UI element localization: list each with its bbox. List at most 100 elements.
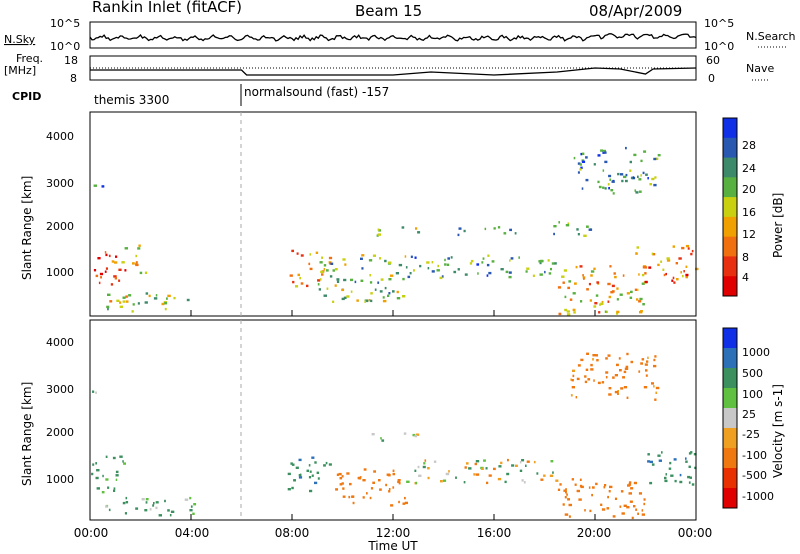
power-cell-4 [296,252,299,255]
power-ytick-2000: 2000 [46,220,74,233]
velocity-cell-7 [670,474,674,477]
velocity-cell-3 [362,496,365,499]
power-cell-9 [590,270,595,273]
velocity-cell-3 [369,496,372,500]
noise-left-tick-bottom: 10^0 [50,40,80,53]
power-cell-9 [642,266,646,269]
power-cell-10 [635,252,638,255]
velocity-cell-4 [415,481,418,485]
power-cell-4 [299,276,302,280]
power-cell-7 [415,227,418,230]
power-cell-11 [642,171,645,175]
power-cell-2 [132,262,135,265]
power-cell-6 [539,261,542,265]
power-cell-5 [334,284,337,287]
velocity-cell-4 [423,462,426,465]
power-cell-1 [131,310,134,313]
power-cell-1 [122,296,126,299]
velocity-cell-8 [644,363,648,366]
power-cell-4 [320,270,324,274]
power-cell-4 [325,269,329,272]
power-cell-9 [616,287,619,290]
power-cell-11 [620,173,624,176]
power-cell-11 [602,151,605,154]
velocity-cell-0 [115,478,118,481]
velocity-cell-8 [653,385,655,388]
power-cell-9 [606,310,608,314]
power-cell-11 [604,160,608,164]
velocity-colorbar-frame [722,327,738,509]
velocity-cell-7 [674,479,677,483]
power-cell-0 [104,251,107,254]
power-cell-11 [625,173,628,177]
power-cbar-tick-4: 4 [742,271,749,284]
velocity-cell-6 [608,490,611,493]
power-cell-5 [344,263,347,266]
vel-cbar-swatch-0 [723,328,737,349]
velocity-cell-8 [618,357,621,360]
power-cell-4 [289,274,293,277]
xtick-label-4: 16:00 [477,526,512,540]
power-cell-9 [590,274,593,277]
power-cell-9 [567,286,570,290]
noise-right-tick-top: 10^5 [704,17,734,30]
velocity-cell-3 [390,504,394,507]
velocity-cell-0 [105,455,108,458]
velocity-cell-8 [614,374,618,377]
velocity-cell-8 [641,358,645,361]
power-cell-6 [419,264,422,268]
power-cell-11 [629,160,632,164]
power-cell-6 [413,269,415,272]
power-cell-11 [577,162,581,165]
velocity-cell-4 [540,478,544,481]
velocity-cell-0 [105,478,109,481]
power-cell-7 [377,233,381,236]
velocity-cell-7 [691,483,695,486]
velocity-cell-8 [623,386,628,389]
velocity-cell-2 [287,472,291,476]
power-cell-7 [401,226,405,229]
power-cell-11 [608,187,610,190]
velocity-cell-3 [370,487,374,490]
power-cell-1 [125,295,128,298]
velocity-cell-3 [392,472,396,476]
power-cell-6 [409,272,412,275]
power-cell-10 [671,279,674,282]
power-cell-10 [685,265,688,268]
velocity-cell-1 [145,501,148,504]
velocity-cell-4 [506,472,510,476]
velocity-cell-8 [570,378,572,381]
power-cell-7 [377,228,380,231]
power-cell-2 [135,261,138,264]
velocity-ytick-3000: 3000 [46,383,74,396]
velocity-cell-1 [145,498,149,501]
velocity-cell-2 [311,456,315,459]
power-cell-6 [509,259,511,262]
velocity-cell-4 [552,471,554,474]
power-cell-6 [431,261,434,264]
power-cell-11 [573,156,576,160]
power-cell-1 [106,305,110,309]
power-cbar-tick-8: 8 [742,251,749,264]
power-cell-5 [323,294,327,297]
power-cell-11 [657,154,661,157]
power-cell-9 [586,288,589,291]
vel-cbar-tick-1000: 1000 [742,346,770,359]
velocity-cell-4 [442,479,447,482]
velocity-cell-2 [308,464,311,467]
velocity-cell-7 [685,460,688,463]
power-cell-12 [576,228,579,231]
beam-title: Beam 15 [355,2,422,20]
velocity-cell-7 [673,458,677,461]
vel-cbar-tick-500: 500 [742,367,763,380]
power-cell-1 [167,294,171,298]
power-cell-11 [617,172,620,176]
velocity-cell-6 [612,515,616,518]
velocity-cell-4 [433,460,437,463]
velocity-cell-8 [605,371,609,374]
power-cell-5 [318,288,321,291]
velocity-cell-0 [115,474,119,477]
power-cell-9 [575,265,578,269]
velocity-cell-8 [571,379,574,382]
velocity-cell-6 [643,502,646,506]
